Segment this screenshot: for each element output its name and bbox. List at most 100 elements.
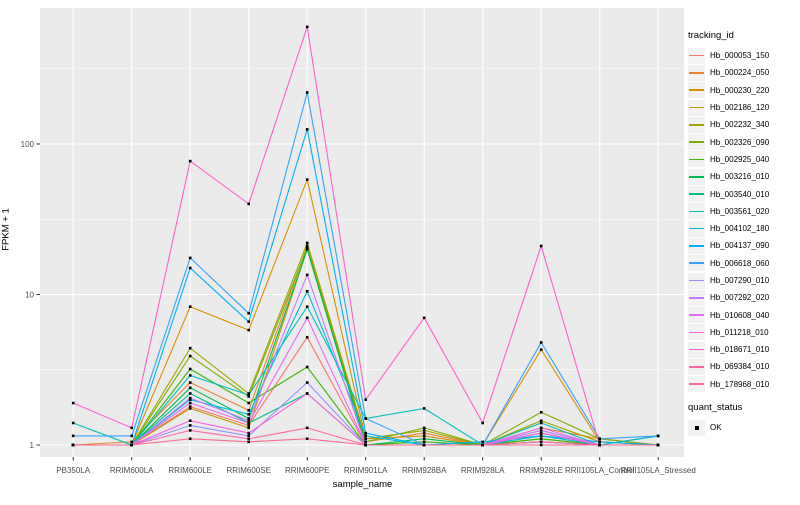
data-point	[539, 437, 543, 441]
legend-item-Hb_006618_060: Hb_006618_060	[688, 255, 798, 272]
data-point	[188, 401, 192, 405]
legend-title-quant-status: quant_status	[688, 401, 743, 413]
legend-key-line	[689, 366, 704, 368]
x-tick-label: RRII105LA_Stressed	[621, 466, 696, 475]
data-point	[305, 392, 309, 395]
legend-item-label: Hb_010608_040	[710, 310, 770, 320]
legend-item-label: Hb_000230_220	[710, 85, 770, 95]
legend-key-line	[689, 227, 704, 230]
data-point	[188, 367, 192, 371]
legend-key-swatch	[688, 324, 705, 341]
legend-item-Hb_004102_180: Hb_004102_180	[688, 220, 798, 237]
data-point	[481, 421, 484, 425]
legend-key-line	[689, 245, 704, 247]
data-point	[305, 128, 309, 131]
data-point	[188, 437, 192, 441]
legend-item-quant-ok: OK	[688, 419, 798, 436]
data-point	[188, 266, 192, 270]
legend-key-swatch	[688, 255, 705, 272]
data-point	[364, 437, 367, 441]
plot-panel	[40, 8, 684, 457]
legend-key-line	[689, 72, 704, 74]
legend-key-swatch	[688, 47, 705, 64]
data-point	[247, 393, 250, 397]
data-point	[305, 273, 309, 277]
legend-key-swatch	[688, 99, 705, 116]
legend-item-Hb_000224_050: Hb_000224_050	[688, 64, 798, 81]
data-point	[539, 341, 543, 344]
legend-key-swatch	[688, 237, 705, 254]
data-point	[422, 437, 426, 441]
legend-item-Hb_000053_150: Hb_000053_150	[688, 47, 798, 64]
data-point	[305, 241, 309, 245]
data-point	[305, 290, 309, 293]
data-point	[247, 409, 250, 412]
legend-key-swatch	[688, 307, 705, 324]
data-point	[364, 434, 367, 438]
data-point	[539, 443, 543, 447]
legend-item-label: Hb_003216_010	[710, 172, 770, 182]
data-point	[598, 440, 601, 444]
legend-item-Hb_003216_010: Hb_003216_010	[688, 168, 798, 185]
legend-item-label: Hb_178968_010	[710, 379, 770, 389]
x-tick-label: RRIM928BA	[402, 466, 447, 475]
legend-key-line	[689, 158, 704, 161]
data-point	[305, 365, 309, 369]
data-point	[364, 398, 367, 401]
data-point	[188, 159, 192, 163]
legend-key-line	[689, 124, 704, 126]
data-point	[188, 374, 192, 377]
legend-item-label: Hb_007292_020	[710, 293, 770, 303]
data-point	[539, 348, 543, 351]
legend-key-line	[689, 279, 704, 282]
data-point	[188, 424, 192, 427]
data-point	[247, 431, 250, 435]
data-point	[305, 381, 309, 384]
legend-key-swatch	[688, 82, 705, 99]
legend-item-Hb_004137_090: Hb_004137_090	[688, 237, 798, 254]
legend-item-label: Hb_002186_120	[710, 103, 770, 113]
legend-item-Hb_007292_020: Hb_007292_020	[688, 289, 798, 306]
legend-key-line	[689, 297, 704, 299]
data-point	[188, 256, 192, 260]
data-point	[422, 407, 426, 410]
data-point	[71, 421, 75, 425]
data-point	[247, 392, 250, 395]
data-point	[247, 417, 250, 420]
legend-item-label: Hb_000224_050	[710, 68, 770, 78]
legend-key-swatch	[688, 168, 705, 185]
data-point	[247, 312, 250, 315]
data-point	[539, 431, 543, 435]
legend-key-swatch	[688, 151, 705, 168]
data-point	[247, 412, 250, 416]
data-point	[422, 440, 426, 444]
legend-key-line	[689, 348, 704, 351]
x-tick-label: RRIM928LA	[461, 466, 505, 475]
data-point	[598, 443, 601, 447]
data-point	[188, 392, 192, 395]
legend-key-line	[689, 314, 704, 316]
data-point	[305, 335, 309, 339]
data-point	[305, 244, 309, 248]
legend-item-label: Hb_004137_090	[710, 241, 770, 251]
data-point	[305, 305, 309, 308]
data-point	[539, 429, 543, 432]
y-tick-label: 1	[30, 441, 35, 450]
data-point	[481, 440, 484, 444]
legend-item-Hb_000230_220: Hb_000230_220	[688, 82, 798, 99]
data-point	[422, 426, 426, 430]
data-point	[130, 426, 133, 430]
data-point	[188, 419, 192, 423]
legend-item-label: Hb_006618_060	[710, 258, 770, 268]
legend-item-label: Hb_003561_020	[710, 206, 770, 216]
legend-item-Hb_002186_120: Hb_002186_120	[688, 99, 798, 116]
data-point	[305, 426, 309, 430]
data-point	[188, 381, 192, 384]
data-point	[247, 401, 250, 405]
legend-key-line	[689, 193, 704, 195]
data-point	[422, 434, 426, 438]
data-point	[539, 440, 543, 444]
legend-item-Hb_018671_010: Hb_018671_010	[688, 341, 798, 358]
y-tick-label: 10	[25, 290, 34, 299]
